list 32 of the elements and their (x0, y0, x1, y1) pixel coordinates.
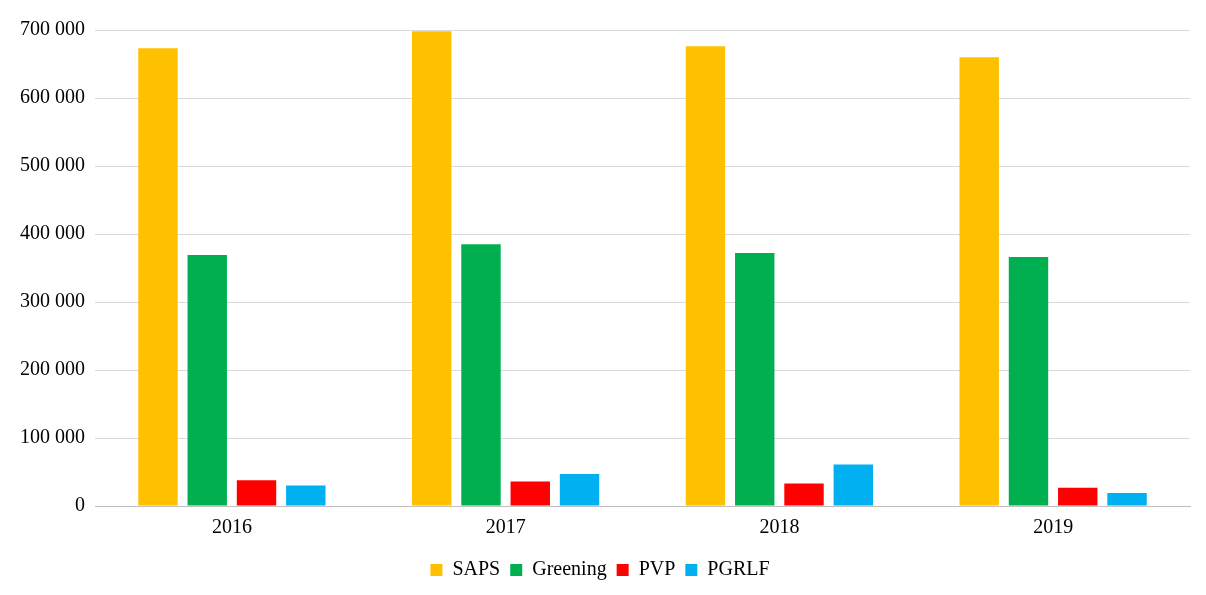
legend-label: SAPS (452, 557, 501, 580)
y-tick-label: 700 000 (20, 17, 85, 40)
y-tick-label: 100 000 (20, 425, 85, 448)
legend-label: PVP (638, 557, 676, 580)
legend-label: PGRLF (707, 557, 770, 580)
y-tick-label: 300 000 (20, 289, 85, 312)
bar (685, 46, 726, 506)
x-tick-label: 2017 (485, 515, 526, 538)
bar (510, 481, 550, 506)
bar (412, 31, 452, 506)
y-tick-label: 0 (75, 493, 85, 516)
x-tick-label: 2016 (211, 515, 252, 538)
x-tick-label: 2018 (759, 515, 800, 538)
bar (461, 244, 501, 506)
bar (959, 57, 999, 506)
y-tick-label: 500 000 (20, 153, 85, 176)
bar (1008, 257, 1049, 506)
bar (1058, 487, 1098, 506)
bar (1107, 493, 1147, 506)
y-tick-label: 200 000 (20, 357, 85, 380)
bar (138, 48, 178, 506)
bar (286, 485, 326, 506)
bar (784, 483, 824, 506)
bar (187, 255, 227, 506)
bar (735, 253, 775, 506)
y-tick-label: 600 000 (20, 85, 85, 108)
bar (559, 474, 600, 506)
bar (236, 480, 277, 506)
bar (833, 464, 873, 506)
legend-label: Greening (532, 557, 607, 581)
y-tick-label: 400 000 (20, 221, 85, 244)
x-tick-label: 2019 (1033, 515, 1074, 538)
